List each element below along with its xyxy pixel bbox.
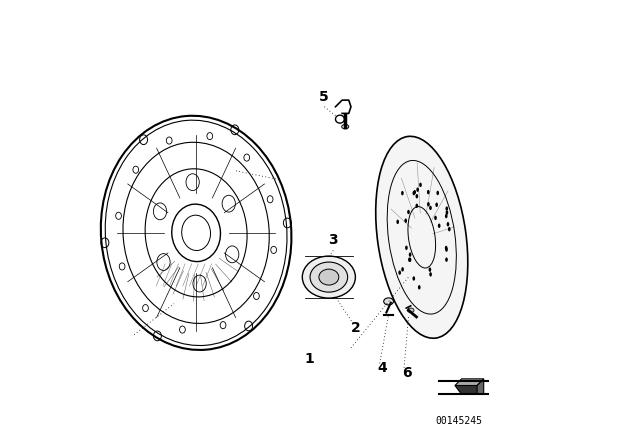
Ellipse shape	[445, 258, 448, 262]
Ellipse shape	[409, 252, 412, 257]
Ellipse shape	[407, 210, 410, 214]
Ellipse shape	[302, 256, 355, 298]
Text: 1: 1	[305, 353, 314, 366]
Ellipse shape	[405, 246, 408, 250]
Ellipse shape	[429, 272, 432, 276]
Ellipse shape	[342, 125, 349, 129]
Ellipse shape	[429, 206, 432, 210]
Ellipse shape	[408, 258, 411, 262]
Ellipse shape	[408, 308, 414, 313]
Ellipse shape	[447, 222, 449, 226]
Ellipse shape	[401, 267, 404, 271]
Ellipse shape	[415, 203, 418, 208]
Ellipse shape	[413, 190, 416, 194]
Ellipse shape	[409, 258, 412, 262]
Ellipse shape	[445, 247, 448, 252]
Ellipse shape	[310, 262, 348, 292]
Ellipse shape	[436, 191, 439, 195]
Ellipse shape	[396, 220, 399, 224]
Ellipse shape	[376, 136, 468, 338]
Ellipse shape	[418, 285, 420, 289]
Ellipse shape	[448, 227, 451, 231]
Text: 2: 2	[351, 321, 361, 336]
Text: 4: 4	[378, 361, 387, 375]
Ellipse shape	[429, 267, 431, 272]
Ellipse shape	[401, 191, 404, 195]
Polygon shape	[455, 385, 484, 394]
Ellipse shape	[412, 191, 415, 195]
Ellipse shape	[438, 224, 440, 228]
Ellipse shape	[427, 190, 429, 194]
Ellipse shape	[445, 214, 447, 218]
Text: 5: 5	[319, 90, 328, 104]
Ellipse shape	[434, 215, 437, 220]
Ellipse shape	[435, 202, 438, 207]
Ellipse shape	[445, 207, 448, 211]
Polygon shape	[477, 379, 484, 394]
Text: 3: 3	[328, 233, 337, 247]
Ellipse shape	[404, 219, 407, 223]
Polygon shape	[455, 379, 484, 385]
Text: 00145245: 00145245	[436, 416, 483, 426]
Ellipse shape	[445, 246, 447, 250]
Text: 6: 6	[402, 366, 412, 379]
Ellipse shape	[412, 276, 415, 281]
Ellipse shape	[419, 183, 422, 187]
Ellipse shape	[427, 202, 429, 207]
Ellipse shape	[416, 188, 419, 192]
Ellipse shape	[415, 194, 418, 198]
Ellipse shape	[445, 211, 448, 215]
Ellipse shape	[319, 269, 339, 285]
Ellipse shape	[384, 298, 394, 305]
Ellipse shape	[398, 271, 401, 275]
